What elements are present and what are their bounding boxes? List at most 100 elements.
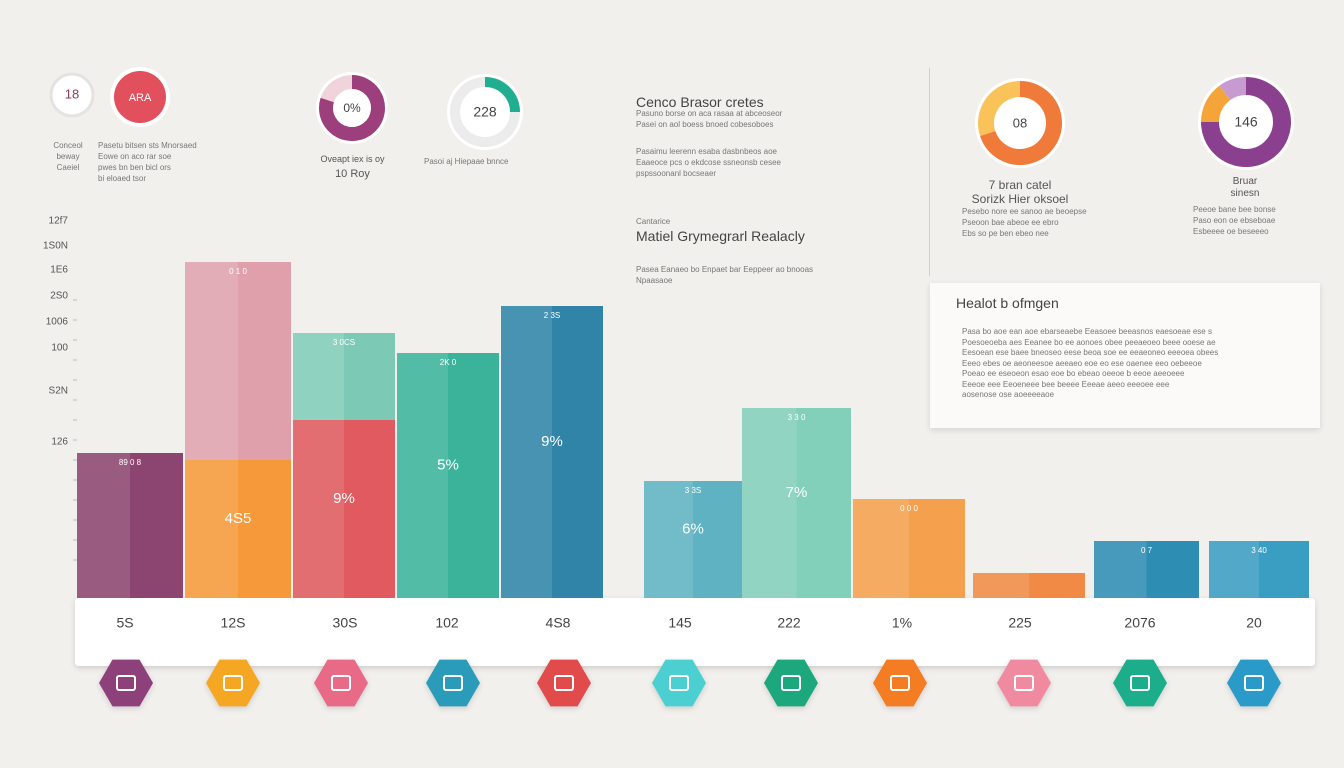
- bar-top-label: 3 0CS: [333, 338, 355, 347]
- x-tick-label: 5S: [116, 615, 133, 631]
- y-axis-label: 100: [51, 343, 68, 354]
- bar-shade: [185, 460, 238, 598]
- badge-circle: [114, 71, 166, 123]
- badge-2-text: Pasetu bitsen sts Mnorsaed Eowe on aco ra…: [98, 141, 197, 183]
- donut-label: 146: [1234, 114, 1258, 130]
- x-tick-label: 2076: [1124, 615, 1155, 631]
- icon: [652, 659, 706, 707]
- bar-mid-label: 9%: [541, 433, 563, 450]
- bar: [185, 460, 291, 598]
- bar-top-label: 0 0 0: [900, 504, 918, 513]
- bar-shade: [77, 453, 130, 598]
- badge-label: ARA: [129, 92, 152, 104]
- icon-glyph: [223, 675, 243, 691]
- icon: [206, 659, 260, 707]
- info-panel: Healot b ofmgen Pasa bo aoe ean aoe ebar…: [930, 283, 1320, 428]
- icon-glyph: [669, 675, 689, 691]
- bar: [973, 573, 1085, 598]
- donut-segment: [980, 81, 1062, 165]
- donut-label: 228: [473, 104, 497, 120]
- bar: [644, 481, 742, 598]
- panel-text: Pasa bo aoe ean aoe ebarseaebe Eeasoee b…: [962, 327, 1219, 399]
- block-text: Pasuno borse on aca rasaa at abceoseor Pa…: [636, 109, 783, 178]
- bar-top-label: 3 3S: [685, 486, 701, 495]
- bar-mid-label: 5%: [437, 456, 459, 473]
- icon: [1227, 659, 1281, 707]
- y-axis-label: 1E6: [50, 265, 68, 276]
- y-axis-label: 126: [51, 437, 68, 448]
- bar-shade: [293, 420, 344, 598]
- bar-shade: [501, 306, 552, 598]
- bar-top-label: 0 1 0: [229, 267, 247, 276]
- bar-top-label: 2 3S: [544, 311, 560, 320]
- bar: [742, 408, 851, 598]
- bar-top-label: 2K 0: [440, 358, 457, 367]
- icon: [426, 659, 480, 707]
- bar-shade: [973, 573, 1029, 598]
- bar-shade: [397, 353, 448, 598]
- donut-segment: [1219, 77, 1247, 101]
- icon-glyph: [890, 675, 910, 691]
- icon: [314, 659, 368, 707]
- y-axis-label: 1S0N: [43, 241, 68, 252]
- donut-segment: [450, 77, 520, 147]
- x-tick-label: 225: [1008, 615, 1032, 631]
- donut-4-text: Bruar sinesn: [1230, 176, 1260, 199]
- bar-top-label: 3 3 0: [788, 413, 806, 422]
- bar-shade: [185, 262, 238, 460]
- y-axis-label: S2N: [49, 386, 68, 397]
- badge-circle: [49, 72, 95, 118]
- donut-segment: [1201, 85, 1231, 123]
- bar-shade: [644, 481, 693, 598]
- donut-segment: [484, 77, 520, 113]
- x-tick-label: 1%: [892, 615, 912, 631]
- bar-shade: [742, 408, 797, 598]
- icon-glyph: [781, 675, 801, 691]
- y-axis-label: 2S0: [50, 291, 68, 302]
- donut-3-text: 7 bran catel Sorizk Hier oksoel: [971, 178, 1069, 206]
- section-text: Pasea Eanaeo bo Enpaet bar Eeppeer ao bn…: [636, 265, 814, 285]
- y-axis-label: 12f7: [49, 216, 69, 227]
- bar: [1209, 541, 1309, 598]
- divider: [929, 68, 930, 276]
- bar-mid-label: 4S5: [225, 510, 252, 527]
- x-tick-label: 145: [668, 615, 692, 631]
- badge-1-text: Conceol beway Caeiel: [53, 141, 83, 172]
- panel-title: Healot b ofmgen: [956, 295, 1059, 311]
- bar-mid-label: 7%: [786, 484, 808, 501]
- bar: [397, 353, 499, 598]
- bar-shade: [853, 499, 909, 598]
- donut-segment: [319, 75, 385, 141]
- donut-segment: [978, 81, 1021, 136]
- icon-glyph: [1244, 675, 1264, 691]
- donut-3-small: Pesebo nore ee sanoo ae beoepse Pseoon ba…: [962, 207, 1087, 238]
- icon: [99, 659, 153, 707]
- icon-glyph: [443, 675, 463, 691]
- x-tick-label: 20: [1246, 615, 1262, 631]
- icon: [764, 659, 818, 707]
- icon: [1113, 659, 1167, 707]
- x-tick-label: 12S: [221, 615, 246, 631]
- bar-top-label: 89 0 8: [119, 458, 142, 467]
- bar-shade: [1209, 541, 1259, 598]
- donut-label: 0%: [343, 101, 361, 115]
- bar: [293, 420, 395, 598]
- icon-glyph: [331, 675, 351, 691]
- bar-top-label: 3 40: [1251, 546, 1267, 555]
- bar: [853, 499, 965, 598]
- bar: [77, 453, 183, 598]
- bar: [1094, 541, 1199, 598]
- bar-top-label: 0 7: [1141, 546, 1153, 555]
- bar-shade: [1094, 541, 1147, 598]
- bar-mid-label: 9%: [333, 490, 355, 507]
- x-tick-label: 102: [435, 615, 459, 631]
- block-title: Cenco Brasor cretes: [636, 94, 764, 110]
- section-small: Cantarice: [636, 217, 671, 226]
- bar-mid-label: 6%: [682, 520, 704, 537]
- icon-glyph: [1130, 675, 1150, 691]
- bar: [501, 306, 603, 598]
- bar-shade: [293, 333, 344, 420]
- icon: [997, 659, 1051, 707]
- bar-stack: [293, 333, 395, 420]
